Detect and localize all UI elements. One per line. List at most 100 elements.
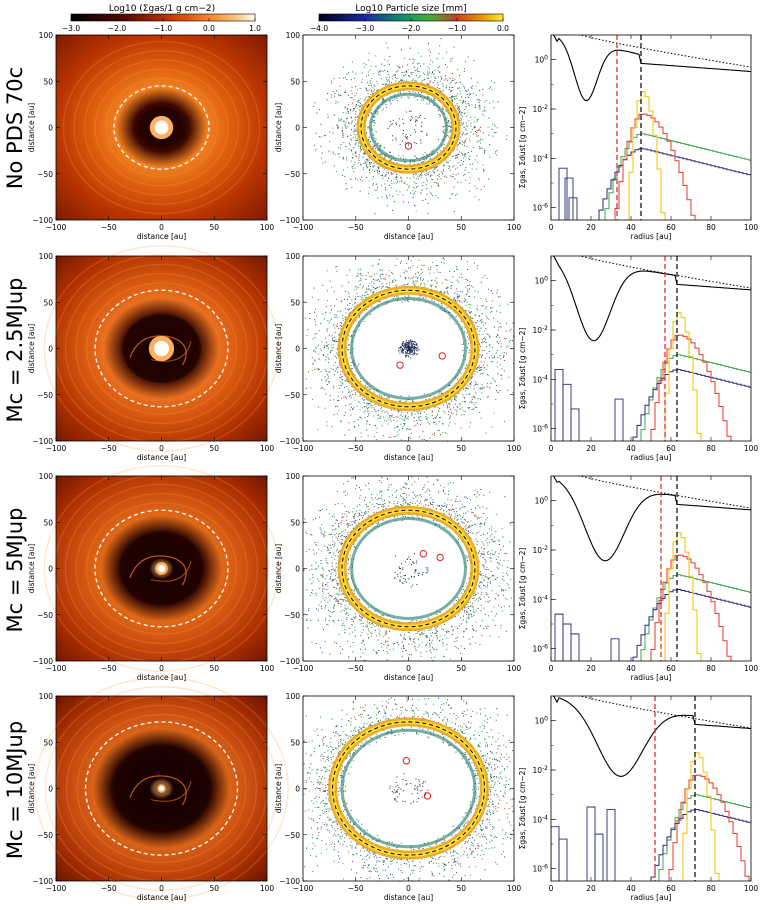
dust-particle: [352, 166, 354, 168]
dust-particle: [428, 77, 429, 79]
dust-particle: [457, 156, 459, 158]
dust-particle: [360, 380, 362, 382]
dust-particle: [387, 396, 389, 398]
dust-particle: [340, 385, 342, 386]
dust-particle: [479, 316, 481, 318]
inner-dust-particle: [406, 138, 408, 140]
dust-particle: [353, 130, 355, 132]
dust-particle: [338, 384, 340, 386]
dust-particle: [459, 300, 461, 302]
dust-particle: [358, 102, 360, 104]
dust-particle: [493, 606, 495, 608]
dust-particle: [355, 86, 356, 87]
dust-particle: [482, 533, 484, 535]
dust-particle: [353, 616, 355, 618]
dust-particle: [348, 308, 350, 310]
dust-particle: [433, 172, 435, 174]
dust-particle: [487, 126, 489, 128]
dust-particle: [500, 624, 502, 626]
dust-particle: [426, 158, 427, 160]
dust-particle: [371, 89, 372, 91]
dust-particle: [463, 126, 465, 128]
dust-particle: [315, 333, 317, 335]
dust-particle: [392, 195, 394, 197]
dust-particle: [385, 507, 387, 509]
dust-particle: [343, 599, 345, 601]
ytick-exp: -6: [542, 203, 548, 210]
dust-particle: [451, 176, 453, 178]
dust-particle: [341, 398, 342, 399]
dust-particle: [350, 307, 352, 309]
dust-particle: [423, 393, 425, 395]
dust-particle: [379, 276, 381, 278]
dust-particle: [354, 78, 356, 79]
dust-particle: [312, 338, 314, 340]
dust-particle: [384, 502, 386, 504]
dust-particle: [463, 109, 465, 110]
dust-particle: [475, 384, 477, 386]
dust-particle: [434, 76, 436, 78]
dust-particle: [346, 347, 348, 349]
dust-particle: [336, 316, 338, 318]
dust-particle: [374, 288, 376, 290]
dust-particle: [452, 176, 454, 177]
dust-particle: [481, 355, 482, 357]
dust-particle: [327, 113, 329, 115]
dust-particle: [468, 343, 469, 345]
dust-particle: [435, 507, 437, 509]
dust-particle: [386, 205, 388, 207]
dust-particle: [411, 79, 413, 81]
dust-particle: [356, 139, 358, 141]
dust-particle: [418, 410, 420, 412]
dust-particle: [377, 639, 379, 641]
dust-particle: [388, 177, 389, 179]
dust-particle: [499, 322, 501, 324]
dust-particle: [491, 300, 493, 302]
dust-particle: [454, 300, 456, 302]
dust-particle: [458, 392, 460, 394]
dust-particle: [397, 194, 399, 196]
dust-particle: [355, 156, 357, 158]
dust-particle: [463, 388, 465, 390]
dust-particle: [421, 516, 423, 518]
dust-particle: [482, 388, 484, 389]
dust-particle: [402, 158, 404, 160]
dust-particle: [367, 416, 369, 417]
dust-particle: [391, 409, 392, 411]
dust-particle: [363, 167, 364, 169]
dust-particle: [405, 415, 406, 417]
inner-dust-particle: [412, 117, 414, 119]
ytick-base: 10: [535, 277, 545, 286]
dust-particle: [340, 536, 342, 538]
dust-particle: [381, 196, 383, 198]
inner-dust-particle: [421, 121, 423, 123]
dust-particle: [480, 594, 482, 596]
dust-particle: [305, 387, 307, 389]
dust-particle: [431, 178, 433, 180]
dust-particle: [356, 138, 358, 140]
dust-particle: [351, 624, 353, 625]
dust-particle: [455, 95, 457, 97]
dust-particle: [443, 164, 445, 166]
dust-particle: [353, 164, 355, 166]
dust-particle: [395, 179, 397, 180]
dust-particle: [453, 186, 455, 188]
dust-particle: [421, 81, 423, 83]
dust-particle: [435, 418, 437, 420]
profile-ytick-label: 10-6: [532, 424, 548, 434]
dust-particle: [402, 418, 404, 420]
map-ytick-label: −50: [37, 170, 53, 179]
dust-particle: [454, 82, 456, 84]
dust-particle: [358, 329, 360, 331]
dust-particle: [348, 523, 350, 525]
dust-particle: [358, 325, 360, 327]
dust-particle: [374, 116, 376, 118]
dust-particle: [490, 86, 491, 88]
dust-particle: [351, 129, 353, 131]
dust-particle: [426, 419, 428, 420]
dust-particle: [507, 584, 509, 586]
dust-particle: [362, 298, 364, 300]
dust-particle: [414, 91, 416, 93]
dust-particle: [408, 301, 410, 303]
dust-particle: [334, 356, 336, 358]
